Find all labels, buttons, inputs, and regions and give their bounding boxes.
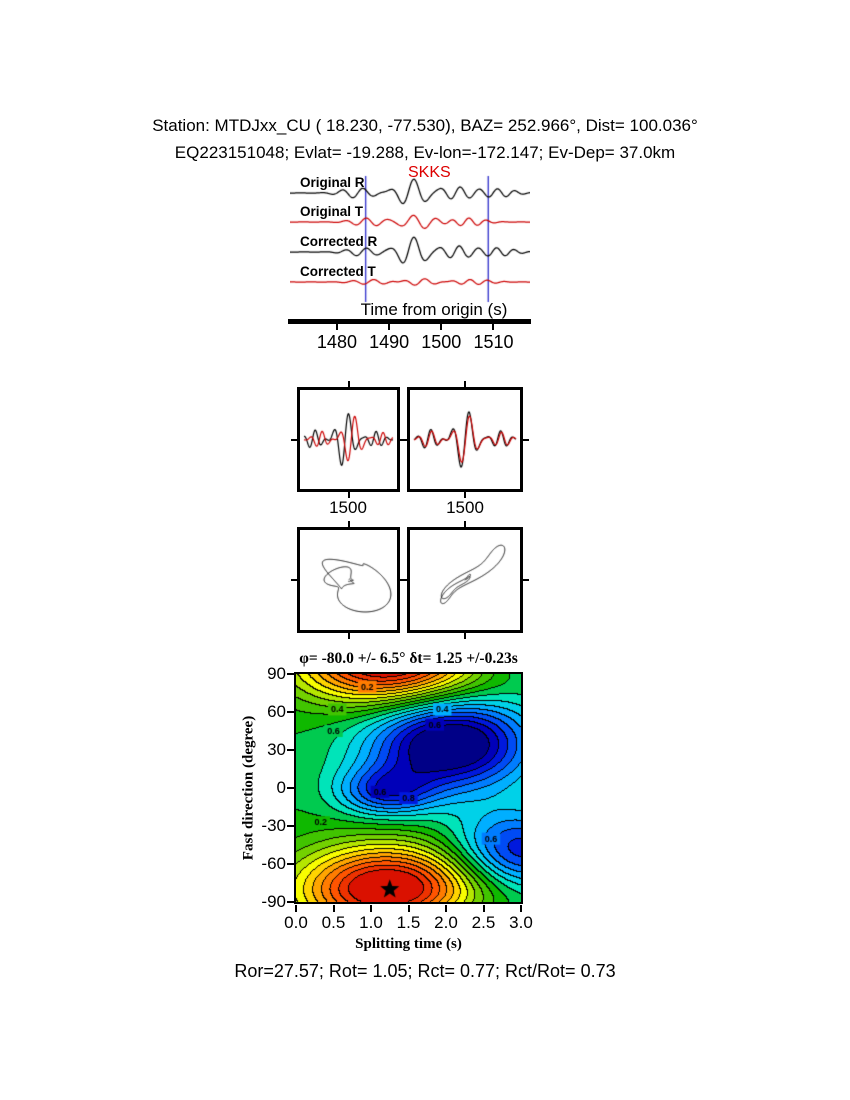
panel-tick <box>464 633 466 639</box>
station-header: Station: MTDJxx_CU ( 18.230, -77.530), B… <box>152 116 698 135</box>
time-axis-label: Time from origin (s) <box>360 300 508 319</box>
contour-ytick-label: 30 <box>267 740 286 759</box>
panel-tick <box>464 492 466 498</box>
contour-ytick <box>287 711 294 713</box>
fast-slow-overlay-canvas-corrected <box>410 390 520 489</box>
panel-tick <box>523 579 529 581</box>
contour-ytick-label: -60 <box>261 854 286 873</box>
contour-ytick-label: -30 <box>261 816 286 835</box>
time-axis-tick <box>440 323 443 330</box>
panel-tick <box>401 438 407 441</box>
time-axis-line <box>288 319 531 324</box>
trace-label-corrected-t: Corrected T <box>300 264 376 279</box>
contour-map-canvas <box>296 674 521 902</box>
panel-tick <box>523 438 529 441</box>
trace-label-original-t: Original T <box>300 204 364 219</box>
contour-ytick-label: 60 <box>267 702 286 721</box>
panel-tick <box>347 492 350 498</box>
contour-title: φ= -80.0 +/- 6.5° δt= 1.25 +/-0.23s <box>299 650 518 667</box>
contour-xtick <box>520 905 522 912</box>
time-axis-tick <box>388 323 391 330</box>
panel-tick <box>464 381 466 387</box>
seismogram-traces-canvas <box>290 168 530 310</box>
contour-xtick <box>370 905 372 912</box>
contour-ytick-label: 0 <box>276 778 286 797</box>
contour-ytick-label: -90 <box>261 892 286 911</box>
result-stats: Ror=27.57; Rot= 1.05; Rct= 0.77; Rct/Rot… <box>234 961 616 981</box>
contour-ytick <box>287 901 294 903</box>
panel-tick-label-left: 1500 <box>329 498 367 517</box>
panel-tick <box>401 579 407 581</box>
contour-ytick <box>287 863 294 865</box>
contour-xtick <box>445 905 447 912</box>
time-axis-tick-label: 1490 <box>369 332 410 352</box>
particle-motion-canvas-original <box>300 530 397 630</box>
contour-xtick <box>295 905 297 912</box>
contour-xtick-label: 1.0 <box>359 913 383 932</box>
contour-ytick <box>287 787 294 789</box>
panel-tick <box>347 381 350 387</box>
contour-xtick-label: 3.0 <box>509 913 533 932</box>
contour-ytick <box>287 825 294 827</box>
panel-tick <box>291 579 297 581</box>
trace-label-corrected-r: Corrected R <box>300 234 378 249</box>
contour-xtick <box>332 905 335 912</box>
contour-xtick <box>407 905 410 912</box>
trace-label-original-r: Original R <box>300 175 365 190</box>
time-axis-tick <box>335 323 338 330</box>
contour-xtick-label: 2.0 <box>434 913 458 932</box>
panel-tick <box>347 521 350 527</box>
panel-tick <box>347 633 350 639</box>
contour-xtick <box>482 905 485 912</box>
contour-xtick-label: 0.5 <box>321 913 346 932</box>
contour-xlabel: Splitting time (s) <box>355 936 462 952</box>
particle-motion-box-original <box>297 527 400 633</box>
time-axis-tick-label: 1510 <box>473 332 514 352</box>
contour-xtick-label: 0.0 <box>284 913 308 932</box>
contour-ytick <box>287 673 294 675</box>
contour-ytick-label: 90 <box>267 664 286 683</box>
contour-ytick <box>287 749 294 751</box>
time-axis-tick-label: 1500 <box>421 332 462 352</box>
time-axis-tick-label: 1480 <box>316 332 357 352</box>
contour-xtick-label: 2.5 <box>471 913 496 932</box>
contour-xtick-label: 1.5 <box>396 913 421 932</box>
particle-motion-box-corrected <box>407 527 523 633</box>
event-header: EQ223151048; Evlat= -19.288, Ev-lon=-172… <box>174 143 676 162</box>
fast-slow-overlay-box-original <box>297 387 400 492</box>
panel-tick <box>464 521 466 527</box>
time-axis-tick <box>492 323 495 330</box>
panel-tick <box>291 438 297 441</box>
fast-slow-overlay-box-corrected <box>407 387 523 492</box>
panel-tick-label-right: 1500 <box>446 498 484 517</box>
fast-slow-overlay-canvas-original <box>300 390 397 489</box>
contour-frame <box>294 672 523 904</box>
particle-motion-canvas-corrected <box>410 530 520 630</box>
